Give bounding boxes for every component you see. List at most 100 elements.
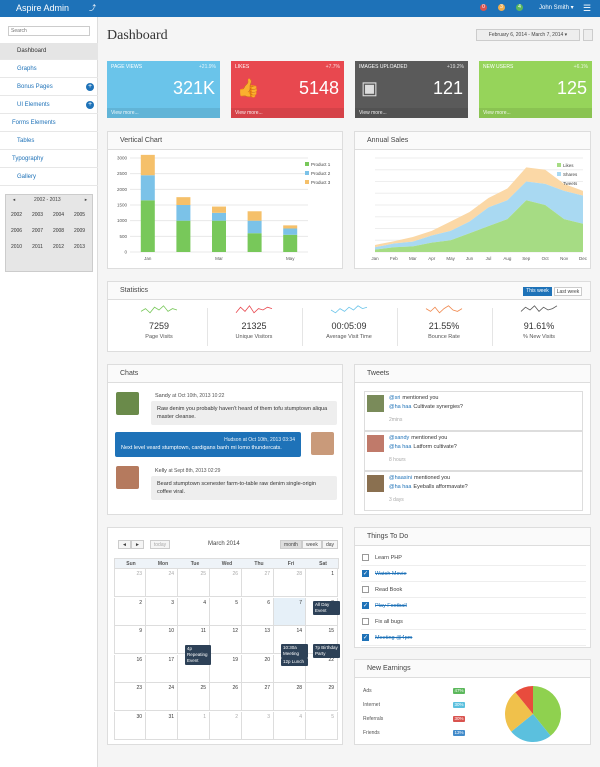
- calendar-day-cell[interactable]: 1: [178, 711, 210, 740]
- calendar-day-cell[interactable]: 26: [210, 683, 242, 711]
- calendar-event[interactable]: 7p Birthday Party: [313, 644, 340, 658]
- app-title[interactable]: Aspire Admin: [16, 3, 70, 13]
- tweet-user[interactable]: @haasini: [389, 475, 413, 481]
- stat-tile[interactable]: NEW USERS +6.1% 125 View more...: [479, 61, 592, 118]
- todo-item[interactable]: ✓ Play Football: [361, 598, 586, 614]
- notification-badge-red[interactable]: 0: [480, 4, 487, 11]
- tweet-handle[interactable]: @ha haa: [389, 404, 412, 410]
- stat-tile[interactable]: PAGE VIEWS +21.9% 321K View more...: [107, 61, 220, 118]
- calendar-day-cell[interactable]: 3: [242, 711, 274, 740]
- today-button[interactable]: today: [150, 540, 170, 549]
- calendar-event[interactable]: 12p Lunch: [281, 658, 308, 666]
- sidebar-item-typography[interactable]: Typography: [0, 151, 98, 168]
- calendar-day-cell[interactable]: 24: [146, 569, 178, 597]
- tile-more-link[interactable]: View more...: [235, 110, 263, 116]
- calendar-day-cell[interactable]: 10: [146, 626, 178, 654]
- tile-more-link[interactable]: View more...: [359, 110, 387, 116]
- tweet-user[interactable]: @sri: [389, 395, 401, 401]
- sidebar-item-ui-elements[interactable]: UI Elements +: [0, 97, 98, 114]
- calendar-day-cell[interactable]: 24: [146, 683, 178, 711]
- tweet-handle[interactable]: @ha haa: [389, 444, 412, 450]
- expand-icon[interactable]: ⤴: [89, 5, 96, 12]
- todo-item[interactable]: ✓ Meeting @4pm: [361, 630, 586, 646]
- tab-this-week[interactable]: This week: [523, 287, 552, 296]
- year-cell[interactable]: 2003: [31, 212, 44, 218]
- year-cell[interactable]: 2011: [32, 244, 43, 250]
- tweet-handle[interactable]: @ha haa: [389, 484, 412, 490]
- sidebar-item-tables[interactable]: Tables: [0, 133, 98, 150]
- calendar-event[interactable]: All Day Event: [313, 601, 340, 615]
- checkbox[interactable]: ✓: [362, 602, 369, 609]
- calendar-day-cell[interactable]: 1: [306, 569, 338, 597]
- todo-item[interactable]: ✓ Watch Movie: [361, 566, 586, 582]
- calendar-day-cell[interactable]: 7: [274, 597, 306, 626]
- calendar-day-cell[interactable]: 6: [242, 597, 274, 626]
- sidebar-item-graphs[interactable]: Graphs: [0, 61, 98, 78]
- calendar-day-cell[interactable]: 29: [306, 683, 338, 711]
- date-range-picker[interactable]: February 6, 2014 - March 7, 2014 ▾: [476, 29, 580, 41]
- calendar-day-cell[interactable]: 27: [242, 683, 274, 711]
- calendar-day-cell[interactable]: 28: [274, 569, 306, 597]
- next-arrow-icon[interactable]: ►: [84, 197, 88, 202]
- tab-last-week[interactable]: Last week: [554, 287, 582, 296]
- stat-tile[interactable]: LIKES +7.7% 👍 5148 View more...: [231, 61, 344, 118]
- tweet-item[interactable]: @sri mentioned you @ha haa Cultivate synerg…: [364, 391, 583, 431]
- calendar-day-cell[interactable]: 23: [114, 569, 146, 597]
- calendar-day-cell[interactable]: 27: [242, 569, 274, 597]
- calendar-event[interactable]: 10:30a Meeting: [281, 644, 308, 658]
- sidebar-item-dashboard[interactable]: Dashboard: [0, 43, 98, 60]
- search-input[interactable]: [8, 26, 90, 36]
- sidebar-item-gallery[interactable]: Gallery: [0, 169, 98, 186]
- year-cell[interactable]: 2010: [10, 244, 23, 250]
- plus-icon[interactable]: +: [86, 101, 94, 109]
- calendar-day-cell[interactable]: 16: [114, 654, 146, 683]
- year-cell[interactable]: 2006: [10, 228, 23, 234]
- calendar-day-cell[interactable]: 22: [306, 654, 338, 683]
- tweet-item[interactable]: @haasini mentioned you @ha haa Eyeballs aff…: [364, 471, 583, 511]
- calendar-day-cell[interactable]: 26: [210, 569, 242, 597]
- date-range-button[interactable]: [583, 29, 593, 41]
- checkbox[interactable]: [362, 586, 369, 593]
- prev-month-button[interactable]: ◄: [118, 540, 131, 549]
- checkbox[interactable]: [362, 618, 369, 625]
- checkbox[interactable]: ✓: [362, 570, 369, 577]
- sidebar-item-forms-elements[interactable]: Forms Elements: [0, 115, 98, 132]
- prev-arrow-icon[interactable]: ◄: [12, 197, 16, 202]
- calendar-day-cell[interactable]: 19: [210, 654, 242, 683]
- sidebar-item-bonus-pages[interactable]: Bonus Pages +: [0, 79, 98, 96]
- todo-item[interactable]: Read Book: [361, 582, 586, 598]
- calendar-day-cell[interactable]: 30: [114, 711, 146, 740]
- year-cell[interactable]: 2004: [52, 212, 65, 218]
- next-month-button[interactable]: ►: [131, 540, 144, 549]
- tile-more-link[interactable]: View more...: [483, 110, 511, 116]
- calendar-day-cell[interactable]: 25: [178, 569, 210, 597]
- calendar-day-cell[interactable]: 5: [306, 711, 338, 740]
- calendar-day-cell[interactable]: 9: [114, 626, 146, 654]
- calendar-day-cell[interactable]: 13: [242, 626, 274, 654]
- notification-badge-green[interactable]: 4: [516, 4, 523, 11]
- calendar-day-cell[interactable]: 2: [114, 597, 146, 626]
- hamburger-icon[interactable]: ☰: [583, 3, 592, 13]
- calendar-day-cell[interactable]: 12: [210, 626, 242, 654]
- calendar-day-cell[interactable]: 4: [274, 711, 306, 740]
- todo-item[interactable]: Learn PHP: [361, 550, 586, 566]
- calendar-day-cell[interactable]: 20: [242, 654, 274, 683]
- year-cell[interactable]: 2013: [73, 244, 86, 250]
- year-cell[interactable]: 2009: [73, 228, 86, 234]
- todo-item[interactable]: Fix all bugs: [361, 614, 586, 630]
- checkbox[interactable]: ✓: [362, 634, 369, 641]
- view-day-button[interactable]: day: [322, 540, 338, 549]
- view-week-button[interactable]: week: [302, 540, 322, 549]
- calendar-day-cell[interactable]: 17: [146, 654, 178, 683]
- plus-icon[interactable]: +: [86, 83, 94, 91]
- tile-more-link[interactable]: View more...: [111, 110, 139, 116]
- year-cell[interactable]: 2008: [52, 228, 65, 234]
- year-cell[interactable]: 2007: [31, 228, 44, 234]
- stat-tile[interactable]: IMAGES UPLOADED +19.2% ▣ 121 View more...: [355, 61, 468, 118]
- calendar-day-cell[interactable]: 2: [210, 711, 242, 740]
- calendar-event[interactable]: 4p Repeating Event: [185, 645, 211, 665]
- user-menu[interactable]: John Smith ▾: [539, 5, 574, 11]
- calendar-day-cell[interactable]: 23: [114, 683, 146, 711]
- tweet-user[interactable]: @sandy: [389, 435, 410, 441]
- year-cell[interactable]: 2005: [73, 212, 86, 218]
